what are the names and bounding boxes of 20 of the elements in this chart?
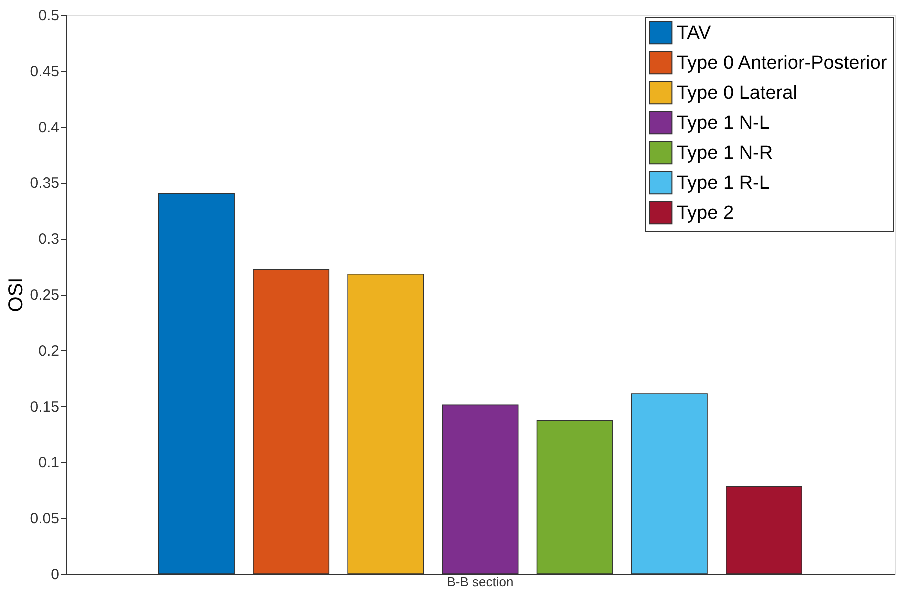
legend-label: Type 1 R-L — [677, 173, 770, 194]
legend-label: Type 0 Anterior-Posterior — [677, 53, 888, 74]
y-tick-label: 0.4 — [38, 119, 60, 136]
y-tick-label: 0.05 — [30, 510, 60, 528]
legend-label: Type 1 N-R — [677, 143, 774, 164]
y-tick-label: 0.5 — [38, 8, 60, 24]
y-tick-label: 0.15 — [30, 398, 60, 416]
y-tick-label: 0.45 — [30, 63, 60, 80]
legend-label: Type 0 Lateral — [677, 83, 798, 104]
y-tick-label: 0.35 — [30, 175, 60, 192]
x-tick-label: B-B section — [447, 574, 514, 590]
legend-label: Type 2 — [677, 203, 734, 224]
y-tick-label: 0.25 — [30, 287, 60, 304]
y-tick-label: 0 — [51, 566, 60, 584]
y-tick-label: 0.3 — [38, 231, 60, 248]
legend-label: Type 1 N-L — [677, 113, 770, 134]
y-tick-label: 0.1 — [38, 454, 60, 472]
y-axis-title: OSI — [5, 278, 28, 312]
legend-label: TAV — [677, 23, 712, 44]
y-tick-label: 0.2 — [38, 342, 60, 360]
